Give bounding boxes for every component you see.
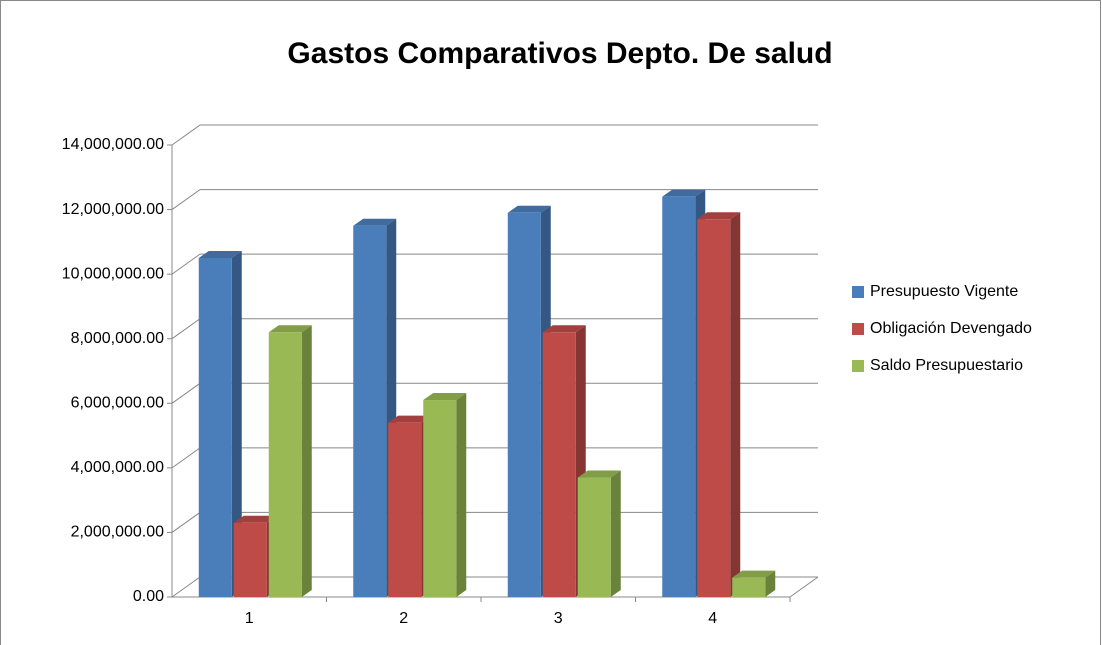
bar-front xyxy=(268,332,302,597)
y-tick-label: 12,000,000.00 xyxy=(62,201,164,218)
bar-top xyxy=(268,325,312,333)
bar-top xyxy=(697,212,741,220)
grid-line xyxy=(171,124,818,146)
bar-top xyxy=(732,570,776,578)
bar-side xyxy=(231,251,242,597)
bar-top xyxy=(662,189,706,197)
legend-swatch xyxy=(852,286,864,298)
legend-label: Obligación Devengado xyxy=(870,320,1032,337)
bar-front xyxy=(662,196,696,597)
bar-side xyxy=(765,570,776,597)
legend-label: Presupuesto Vigente xyxy=(870,283,1018,300)
floor-edge xyxy=(789,576,819,598)
bar-front xyxy=(507,212,541,598)
y-tick-label: 4,000,000.00 xyxy=(71,459,165,476)
bar-top xyxy=(198,251,242,258)
grid-line xyxy=(171,189,818,210)
legend-label: Saldo Presupuestario xyxy=(870,357,1023,374)
bar-side xyxy=(456,393,467,597)
legend-swatch xyxy=(852,323,864,335)
bar xyxy=(198,251,242,597)
bar-side xyxy=(730,212,741,597)
x-tick-label: 1 xyxy=(245,610,254,627)
y-tick-label: 0.00 xyxy=(133,588,164,605)
chart-title: Gastos Comparativos Depto. De salud xyxy=(287,37,832,70)
bar-front xyxy=(353,225,387,597)
y-tick-label: 2,000,000.00 xyxy=(71,524,165,541)
bar-front xyxy=(542,332,576,597)
y-tick-label: 6,000,000.00 xyxy=(71,395,165,412)
bar-top xyxy=(577,470,621,478)
bar-front xyxy=(697,219,731,597)
y-tick-label: 14,000,000.00 xyxy=(62,136,164,153)
bar xyxy=(353,218,397,597)
bar-top xyxy=(353,218,397,226)
bar xyxy=(732,570,776,597)
bar-side xyxy=(610,470,621,597)
bar-top xyxy=(388,415,432,423)
bar-front xyxy=(233,522,267,597)
x-tick-label: 4 xyxy=(708,610,717,627)
legend-swatch xyxy=(852,360,864,372)
bar-top xyxy=(233,515,277,523)
x-tick-label: 3 xyxy=(554,610,563,627)
x-tick-label: 2 xyxy=(399,610,408,627)
bar xyxy=(268,325,312,597)
bar xyxy=(697,212,741,597)
bar xyxy=(577,470,621,597)
bar-front xyxy=(423,400,457,597)
bar-top xyxy=(507,205,551,213)
bar-top xyxy=(423,393,467,401)
bar-top xyxy=(542,325,586,333)
bar xyxy=(423,393,467,597)
y-tick-label: 10,000,000.00 xyxy=(62,265,164,282)
y-tick-label: 8,000,000.00 xyxy=(71,330,165,347)
bar-front xyxy=(198,258,232,597)
bar-front xyxy=(732,577,766,597)
bar-front xyxy=(577,477,611,597)
bar-side xyxy=(301,325,312,597)
bar-front xyxy=(388,422,422,597)
grid-line xyxy=(171,253,818,275)
